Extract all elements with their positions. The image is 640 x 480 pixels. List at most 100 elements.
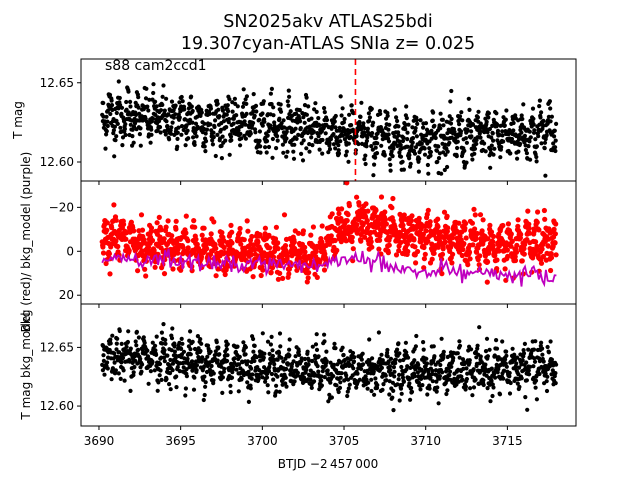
data-point: [354, 134, 359, 139]
data-point: [300, 228, 306, 234]
data-point: [337, 125, 342, 130]
data-point: [399, 216, 405, 222]
data-point: [457, 122, 462, 127]
data-point: [238, 143, 243, 148]
data-point: [110, 333, 115, 338]
data-point: [209, 363, 214, 369]
data-point: [185, 128, 190, 133]
data-point: [169, 233, 175, 239]
data-point: [346, 141, 351, 146]
data-point: [515, 381, 520, 386]
data-point: [356, 202, 362, 208]
data-point: [496, 248, 502, 254]
data-point: [470, 242, 476, 248]
data-point: [401, 226, 407, 233]
data-point: [494, 111, 499, 116]
data-point: [225, 358, 230, 364]
x-axis-ticks: 3690 3695 3700 3705 3710 3715: [84, 426, 523, 448]
data-point: [485, 236, 491, 242]
data-point: [265, 133, 270, 138]
data-point: [248, 386, 253, 391]
data-point: [148, 140, 153, 145]
data-point: [383, 221, 389, 227]
data-point: [256, 375, 261, 380]
data-point: [230, 109, 235, 114]
data-point: [457, 339, 462, 344]
data-point: [140, 347, 145, 352]
data-point: [370, 131, 375, 136]
data-point: [363, 153, 368, 158]
data-point: [140, 362, 145, 367]
data-point: [469, 347, 474, 352]
data-point: [217, 114, 222, 119]
data-point: [441, 353, 446, 358]
data-point: [270, 136, 275, 142]
data-point: [244, 218, 250, 224]
data-point: [106, 251, 112, 257]
data-point: [268, 269, 274, 275]
data-point: [339, 113, 344, 118]
data-point: [131, 124, 137, 129]
data-point: [265, 383, 270, 388]
data-point: [552, 128, 557, 133]
data-point: [331, 362, 336, 367]
data-point: [480, 217, 486, 223]
data-point: [115, 121, 120, 126]
panel-middle: 20 0 −20 Bkg (red)/ bkg_model (purple): [19, 152, 577, 332]
data-point: [416, 215, 422, 221]
data-point: [105, 119, 110, 124]
data-point: [175, 246, 181, 252]
data-point: [317, 147, 322, 152]
data-point: [397, 351, 402, 356]
data-point: [236, 389, 241, 394]
data-point: [389, 205, 395, 211]
data-point: [344, 149, 349, 154]
data-point: [220, 108, 225, 113]
data-point: [199, 341, 204, 346]
data-point: [390, 195, 396, 202]
data-point: [132, 364, 137, 370]
data-point: [521, 351, 527, 356]
data-point: [320, 137, 325, 143]
data-point: [400, 138, 406, 144]
data-point: [530, 255, 536, 261]
data-point: [184, 123, 189, 128]
data-point: [339, 371, 344, 376]
data-point: [301, 138, 306, 143]
data-point: [409, 213, 415, 219]
data-point: [138, 143, 143, 148]
data-point: [477, 253, 483, 259]
data-point: [409, 389, 415, 394]
data-point: [457, 343, 463, 348]
data-point: [105, 366, 110, 371]
data-point: [539, 141, 544, 146]
data-point: [266, 369, 272, 374]
data-point: [182, 107, 187, 112]
data-point: [283, 375, 288, 380]
data-point: [398, 239, 404, 246]
data-point: [109, 377, 114, 382]
data-point: [199, 110, 204, 115]
data-point: [205, 343, 211, 348]
data-point: [507, 391, 513, 396]
data-point: [231, 121, 236, 126]
data-point: [494, 338, 499, 343]
data-point: [149, 127, 154, 132]
data-point: [163, 224, 169, 230]
data-point: [534, 397, 540, 402]
data-point: [305, 349, 310, 354]
data-point: [552, 134, 557, 139]
data-point: [258, 272, 264, 279]
data-point: [521, 102, 526, 107]
data-point: [510, 346, 515, 351]
data-point: [195, 334, 200, 339]
data-point: [454, 154, 459, 159]
data-point: [393, 252, 400, 258]
data-point: [429, 256, 435, 262]
data-point: [490, 123, 495, 128]
data-point: [216, 107, 221, 112]
data-point: [227, 152, 232, 157]
data-point: [504, 353, 509, 358]
data-point: [512, 254, 518, 260]
data-point: [499, 144, 504, 150]
